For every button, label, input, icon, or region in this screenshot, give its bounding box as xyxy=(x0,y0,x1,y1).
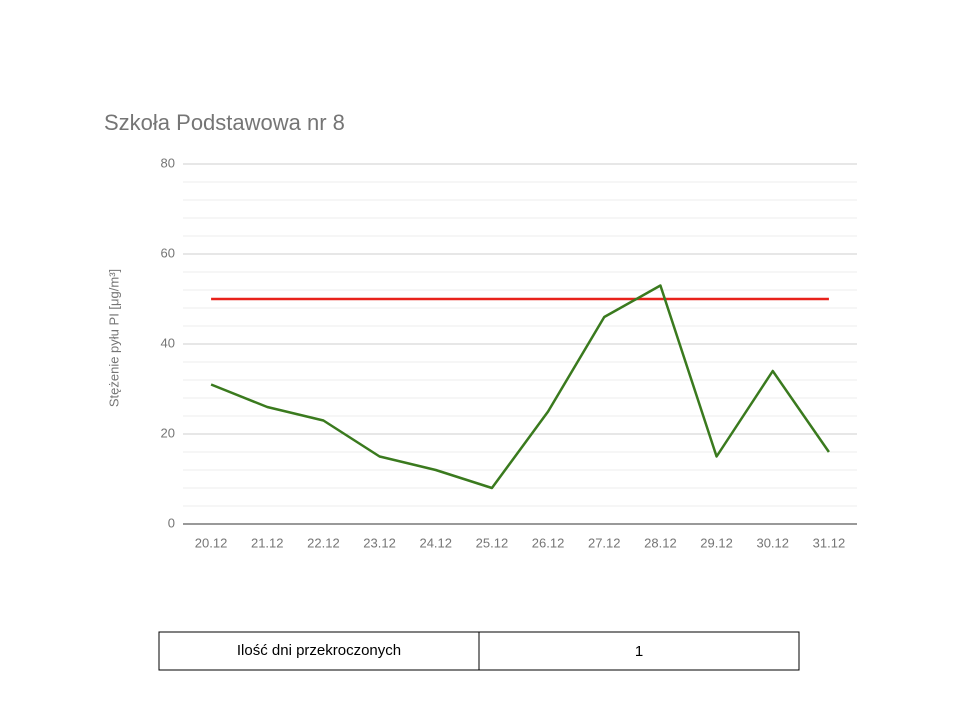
chart-title: Szkoła Podstawowa nr 8 xyxy=(104,110,345,135)
x-tick-label: 29.12 xyxy=(700,535,733,550)
data-line xyxy=(210,284,830,490)
y-tick-label: 40 xyxy=(161,335,175,350)
x-tick-label: 23.12 xyxy=(363,535,396,550)
x-tick-label: 25.12 xyxy=(476,535,509,550)
x-tick-label: 30.12 xyxy=(756,535,789,550)
x-tick-label: 27.12 xyxy=(588,535,621,550)
x-tick-label: 20.12 xyxy=(195,535,228,550)
y-tick-label: 0 xyxy=(168,515,175,530)
x-tick-label: 26.12 xyxy=(532,535,565,550)
y-axis-label: Stężenie pyłu PI [μg/m³] xyxy=(106,269,121,407)
x-tick-label: 24.12 xyxy=(419,535,452,550)
x-tick-label: 28.12 xyxy=(644,535,677,550)
x-tick-label: 21.12 xyxy=(251,535,284,550)
x-tick-label: 31.12 xyxy=(813,535,846,550)
y-tick-label: 60 xyxy=(161,245,175,260)
x-tick-label: 22.12 xyxy=(307,535,340,550)
y-tick-label: 20 xyxy=(161,425,175,440)
table-cell: Ilość dni przekroczonych xyxy=(237,642,401,659)
y-tick-label: 80 xyxy=(161,155,175,170)
table-cell: 1 xyxy=(635,643,643,660)
